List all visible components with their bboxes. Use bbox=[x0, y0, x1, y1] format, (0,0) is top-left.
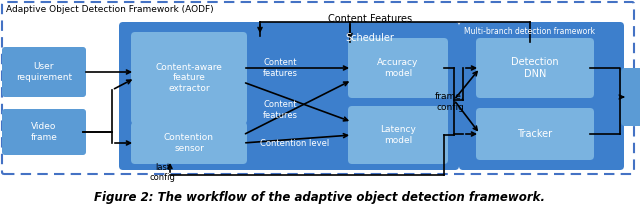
Text: Content-aware
feature
extractor: Content-aware feature extractor bbox=[156, 63, 223, 93]
Text: Adaptive Object Detection Framework (AODF): Adaptive Object Detection Framework (AOD… bbox=[6, 5, 214, 14]
Text: Content
features: Content features bbox=[262, 58, 298, 78]
FancyBboxPatch shape bbox=[2, 109, 86, 155]
Text: Figure 2: The workflow of the adaptive object detection framework.: Figure 2: The workflow of the adaptive o… bbox=[95, 191, 545, 204]
FancyBboxPatch shape bbox=[119, 22, 459, 170]
FancyBboxPatch shape bbox=[348, 38, 448, 98]
Text: Accuracy
model: Accuracy model bbox=[378, 58, 419, 78]
Text: Tracker: Tracker bbox=[517, 129, 552, 139]
FancyBboxPatch shape bbox=[348, 106, 448, 164]
FancyBboxPatch shape bbox=[2, 47, 86, 97]
Text: User
requirement: User requirement bbox=[16, 62, 72, 82]
Text: Contention
sensor: Contention sensor bbox=[164, 133, 214, 153]
FancyBboxPatch shape bbox=[2, 2, 634, 174]
FancyBboxPatch shape bbox=[621, 68, 640, 126]
Text: Latency
model: Latency model bbox=[380, 125, 416, 145]
Text: Scheduler: Scheduler bbox=[346, 33, 394, 43]
FancyBboxPatch shape bbox=[476, 38, 594, 98]
Text: last
config: last config bbox=[150, 163, 176, 182]
Text: Video
frame: Video frame bbox=[31, 122, 58, 142]
FancyBboxPatch shape bbox=[476, 108, 594, 160]
Text: Detection
DNN: Detection DNN bbox=[511, 57, 559, 79]
FancyBboxPatch shape bbox=[131, 32, 247, 124]
FancyBboxPatch shape bbox=[459, 22, 624, 170]
Text: Content
features: Content features bbox=[262, 100, 298, 120]
Text: Content Features: Content Features bbox=[328, 14, 412, 24]
Text: frame,
config: frame, config bbox=[435, 92, 465, 112]
Text: Contention level: Contention level bbox=[260, 138, 330, 148]
Text: Multi-branch detection framework: Multi-branch detection framework bbox=[464, 27, 595, 36]
FancyBboxPatch shape bbox=[131, 122, 247, 164]
